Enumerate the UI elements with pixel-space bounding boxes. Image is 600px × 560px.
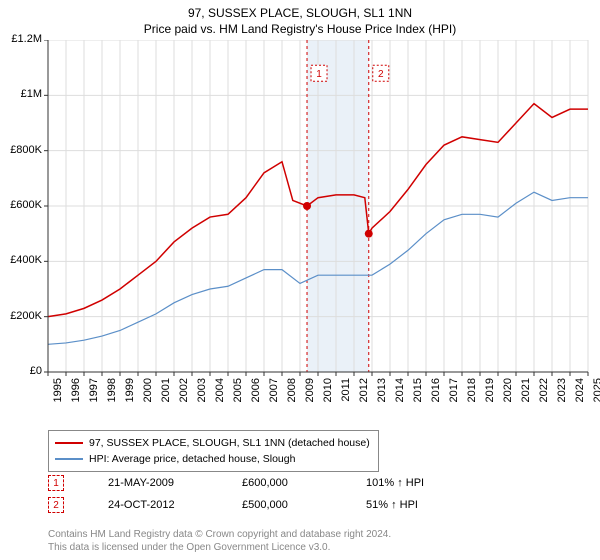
x-tick-label: 2005 [232,378,244,418]
footer-text: Contains HM Land Registry data © Crown c… [48,528,391,554]
marker-date: 24-OCT-2012 [108,499,198,511]
x-tick-label: 2008 [286,378,298,418]
y-tick-label: £200K [4,310,42,322]
y-tick-label: £1.2M [4,33,42,45]
y-tick-label: £600K [4,199,42,211]
x-tick-label: 2009 [304,378,316,418]
x-tick-label: 2021 [520,378,532,418]
x-tick-label: 2015 [412,378,424,418]
x-tick-label: 1996 [70,378,82,418]
x-tick-label: 2022 [538,378,550,418]
marker-price: £500,000 [242,499,322,511]
x-tick-label: 2012 [358,378,370,418]
footer-line-1: Contains HM Land Registry data © Crown c… [48,528,391,541]
x-tick-label: 2007 [268,378,280,418]
marker-date: 21-MAY-2009 [108,477,198,489]
x-tick-label: 1999 [124,378,136,418]
x-tick-label: 2003 [196,378,208,418]
x-tick-label: 2017 [448,378,460,418]
sale-marker-number: 1 [316,69,322,80]
legend-swatch [55,458,83,460]
x-tick-label: 2019 [484,378,496,418]
x-tick-label: 1997 [88,378,100,418]
x-tick-label: 2018 [466,378,478,418]
x-tick-label: 2025 [592,378,600,418]
x-tick-label: 2016 [430,378,442,418]
sale-marker-table: 1 21-MAY-2009 £600,000 101% ↑ HPI 2 24-OCT-20… [48,472,456,516]
x-tick-label: 2006 [250,378,262,418]
chart-subtitle: Price paid vs. HM Land Registry's House … [0,20,600,40]
y-tick-label: £0 [4,365,42,377]
x-tick-label: 2004 [214,378,226,418]
x-tick-label: 1998 [106,378,118,418]
legend-label: HPI: Average price, detached house, Slou… [89,451,295,467]
marker-pct: 51% ↑ HPI [366,499,456,511]
chart-svg: 12 [0,40,600,384]
legend-row: 97, SUSSEX PLACE, SLOUGH, SL1 1NN (detac… [55,435,370,451]
x-tick-label: 2011 [340,378,352,418]
marker-pct: 101% ↑ HPI [366,477,456,489]
x-axis-labels: 1995199619971998199920002001200220032004… [0,384,600,424]
x-tick-label: 2000 [142,378,154,418]
sale-marker-number: 2 [378,69,384,80]
x-tick-label: 1995 [52,378,64,418]
marker-box-icon: 2 [48,497,64,513]
x-tick-label: 2014 [394,378,406,418]
marker-table-row: 2 24-OCT-2012 £500,000 51% ↑ HPI [48,494,456,516]
x-tick-label: 2013 [376,378,388,418]
marker-table-row: 1 21-MAY-2009 £600,000 101% ↑ HPI [48,472,456,494]
x-tick-label: 2024 [574,378,586,418]
y-tick-label: £400K [4,254,42,266]
y-tick-label: £800K [4,144,42,156]
chart-title: 97, SUSSEX PLACE, SLOUGH, SL1 1NN [0,0,600,20]
chart-plot-area: 12 £0£200K£400K£600K£800K£1M£1.2M [0,40,600,384]
legend-swatch [55,442,83,444]
x-tick-label: 2020 [502,378,514,418]
chart-container: 97, SUSSEX PLACE, SLOUGH, SL1 1NN Price … [0,0,600,560]
legend-box: 97, SUSSEX PLACE, SLOUGH, SL1 1NN (detac… [48,430,379,472]
x-tick-label: 2002 [178,378,190,418]
x-tick-label: 2010 [322,378,334,418]
marker-box-icon: 1 [48,475,64,491]
y-tick-label: £1M [4,88,42,100]
footer-line-2: This data is licensed under the Open Gov… [48,541,391,554]
legend-label: 97, SUSSEX PLACE, SLOUGH, SL1 1NN (detac… [89,435,370,451]
x-tick-label: 2023 [556,378,568,418]
marker-price: £600,000 [242,477,322,489]
x-tick-label: 2001 [160,378,172,418]
legend-row: HPI: Average price, detached house, Slou… [55,451,370,467]
